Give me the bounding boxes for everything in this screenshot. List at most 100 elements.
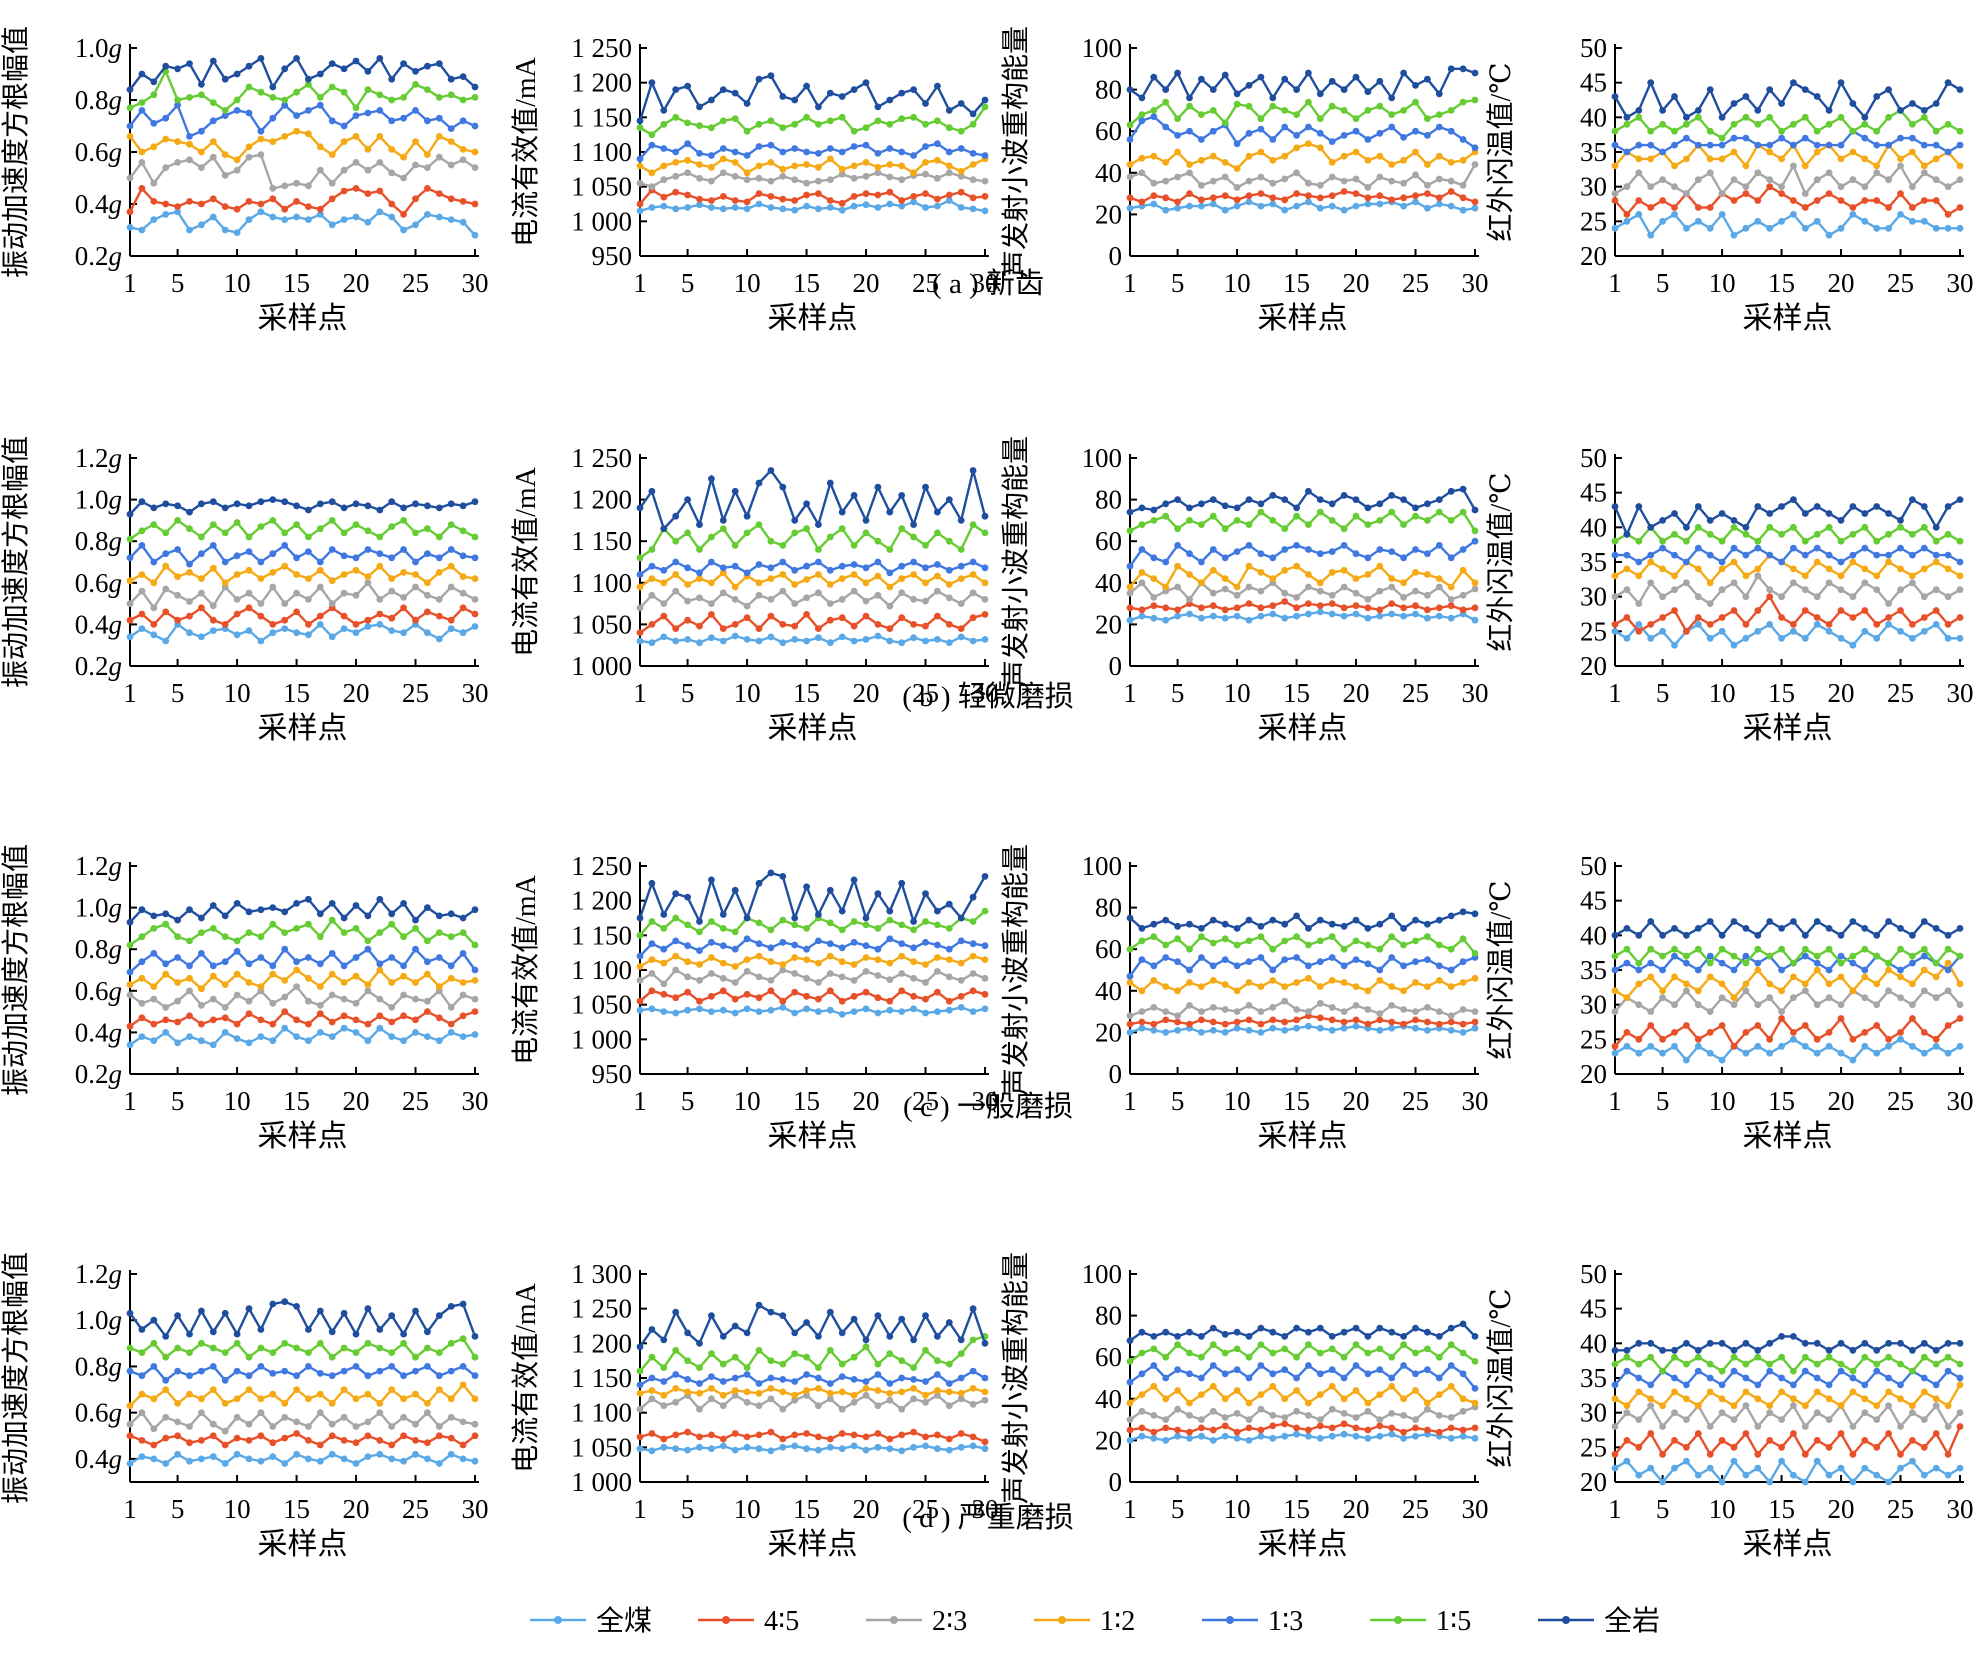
data-point	[1897, 607, 1904, 614]
data-point	[340, 166, 348, 174]
series-line	[129, 1383, 476, 1407]
data-point	[1198, 1333, 1205, 1340]
y-axis-label: 声发射小波重构能量	[1000, 436, 1032, 688]
data-point	[874, 169, 882, 177]
series-line	[1614, 212, 1960, 238]
data-point	[684, 169, 691, 177]
data-point	[1257, 1341, 1265, 1349]
data-point	[1138, 117, 1146, 125]
data-point	[316, 70, 324, 78]
data-point	[981, 596, 989, 603]
data-point	[1825, 231, 1833, 239]
data-point	[1293, 86, 1300, 93]
data-point	[352, 902, 360, 909]
data-point	[1340, 604, 1348, 612]
data-point	[1471, 579, 1479, 587]
data-point	[743, 1371, 751, 1378]
data-point	[209, 602, 217, 610]
data-point	[767, 944, 775, 952]
data-point	[874, 1443, 882, 1451]
data-point	[1813, 503, 1821, 510]
data-point	[862, 141, 870, 149]
data-point	[696, 997, 703, 1005]
data-point	[376, 506, 384, 514]
data-point	[731, 1446, 739, 1454]
y-tick-label: 60	[1095, 934, 1122, 964]
data-point	[150, 558, 158, 566]
data-point	[1435, 575, 1443, 582]
data-point	[1885, 558, 1892, 566]
data-point	[1447, 583, 1455, 591]
data-point	[1801, 1478, 1809, 1486]
data-point	[1352, 602, 1360, 610]
data-point	[1459, 1020, 1467, 1028]
y-tick-label: 0.2g	[75, 651, 122, 681]
data-point	[648, 183, 656, 191]
data-point	[1174, 1426, 1181, 1434]
data-point	[198, 929, 205, 936]
data-point	[696, 622, 703, 630]
data-point	[447, 1413, 455, 1421]
data-point	[1849, 1478, 1857, 1486]
data-point	[1435, 123, 1443, 131]
data-point	[1683, 155, 1690, 163]
data-point	[803, 1371, 810, 1378]
data-point	[400, 629, 407, 637]
data-point	[660, 1391, 668, 1399]
data-point	[1186, 1412, 1193, 1419]
data-point	[731, 979, 739, 986]
data-point	[471, 83, 479, 91]
data-point	[400, 933, 407, 941]
data-point	[1400, 579, 1407, 587]
series-line	[129, 56, 476, 91]
data-point	[838, 199, 846, 207]
x-axis-label: 采样点	[258, 712, 348, 745]
data-point	[1316, 204, 1324, 212]
data-point	[138, 148, 146, 156]
data-point	[981, 907, 989, 915]
data-point	[1316, 115, 1324, 123]
data-point	[1198, 196, 1205, 204]
data-point	[412, 995, 419, 1003]
data-point	[269, 621, 277, 628]
x-tick-label: 1	[123, 678, 137, 708]
data-point	[922, 979, 929, 986]
data-point	[1635, 1416, 1643, 1423]
data-point	[1956, 204, 1964, 211]
data-point	[755, 75, 763, 83]
data-point	[126, 991, 134, 999]
data-point	[1706, 1049, 1714, 1057]
data-point	[1944, 966, 1952, 974]
data-point	[1825, 579, 1833, 587]
data-point	[1897, 1464, 1904, 1472]
data-point	[174, 1418, 182, 1426]
data-point	[1174, 542, 1181, 549]
data-point	[708, 1395, 715, 1403]
data-point	[1790, 565, 1797, 573]
x-tick-label: 15	[1768, 678, 1795, 708]
data-point	[459, 1381, 467, 1389]
data-point	[328, 151, 336, 159]
data-point	[886, 569, 894, 577]
data-point	[1245, 1026, 1253, 1034]
data-point	[1861, 945, 1869, 953]
data-point	[1424, 933, 1431, 941]
data-point	[138, 933, 146, 941]
data-point	[719, 517, 727, 524]
data-point	[874, 972, 882, 979]
series-line	[639, 1369, 986, 1386]
data-point	[1328, 920, 1336, 928]
data-point	[791, 988, 799, 996]
row-caption: ( c ) 一般磨损	[903, 1090, 1073, 1123]
data-point	[1647, 183, 1655, 191]
data-point	[1400, 156, 1407, 164]
data-point	[1424, 75, 1431, 83]
data-point	[1801, 537, 1809, 545]
data-point	[791, 176, 799, 184]
x-tick-label: 20	[343, 268, 370, 298]
data-point	[1909, 183, 1916, 191]
data-point	[934, 988, 941, 996]
data-point	[1174, 935, 1181, 943]
data-point	[886, 1333, 894, 1340]
